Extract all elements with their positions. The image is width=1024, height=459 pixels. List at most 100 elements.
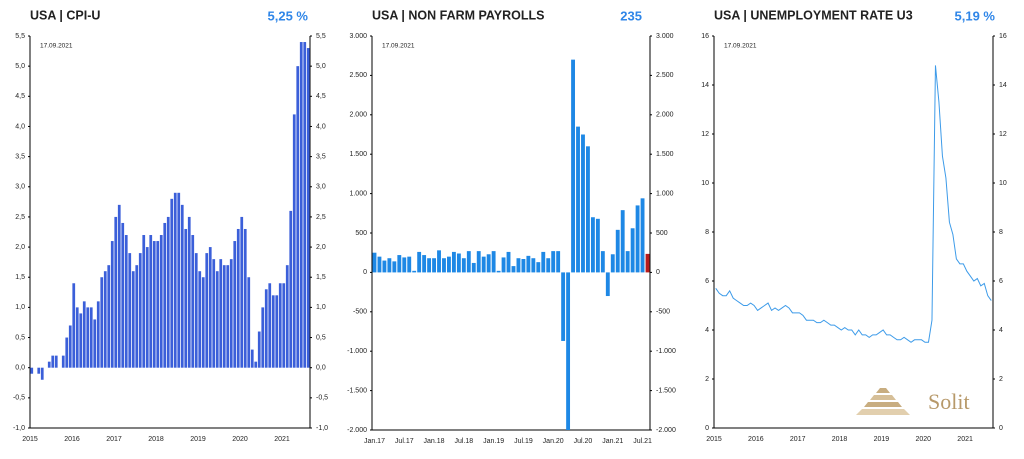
y-tick-label: 6 — [705, 278, 709, 285]
bar — [640, 198, 645, 273]
y-tick-label: 5,0 — [15, 63, 25, 70]
bar — [605, 272, 610, 297]
bar — [166, 216, 170, 368]
x-tick-label: 2021 — [274, 436, 290, 443]
y2-tick-label: 5,0 — [316, 63, 326, 70]
bar — [37, 367, 41, 374]
y-tick-label: 2.000 — [349, 112, 367, 119]
bar — [285, 265, 289, 368]
y-tick-label: 2.500 — [349, 72, 367, 79]
bar — [275, 295, 279, 368]
bar — [461, 258, 466, 273]
bar — [208, 247, 212, 368]
bar — [556, 251, 561, 273]
bar — [226, 265, 230, 368]
bar — [135, 265, 139, 368]
bar — [261, 307, 265, 368]
bar — [198, 271, 202, 368]
bar — [159, 235, 163, 368]
bar — [571, 59, 575, 273]
bar — [387, 258, 392, 273]
y-tick-label: 4 — [705, 327, 709, 334]
y-tick-label: 2,5 — [15, 214, 25, 221]
y-tick-label: 1,0 — [15, 304, 25, 311]
headline-value: 5,19 % — [955, 8, 996, 23]
y2-tick-label: 2.000 — [656, 112, 674, 119]
bar — [531, 258, 536, 273]
y2-tick-label: 0 — [999, 425, 1003, 432]
bar — [229, 259, 233, 368]
bar — [590, 217, 595, 273]
bar — [417, 251, 422, 273]
y2-tick-label: 0,0 — [316, 365, 326, 372]
bar — [306, 48, 310, 368]
y2-tick-label: 5,5 — [316, 33, 326, 40]
bar — [61, 355, 65, 368]
y-tick-label: -1.500 — [347, 387, 367, 394]
chart-title: USA | CPI-U — [30, 8, 100, 22]
bar — [114, 216, 118, 368]
y2-tick-label: 1.000 — [656, 190, 674, 197]
x-tick-label: Jan.18 — [424, 438, 445, 445]
bar — [471, 262, 476, 273]
y2-tick-label: 12 — [999, 131, 1007, 138]
y2-tick-label: -1.000 — [656, 348, 676, 355]
bar — [526, 255, 531, 273]
bar — [149, 235, 153, 368]
y2-tick-label: 2 — [999, 376, 1003, 383]
bar — [610, 254, 615, 273]
x-tick-label: Jan.21 — [602, 438, 623, 445]
y2-tick-label: -1,0 — [316, 425, 328, 432]
bar — [243, 228, 247, 368]
y-tick-label: 0,0 — [15, 365, 25, 372]
x-tick-label: 2015 — [22, 436, 38, 443]
bar — [194, 253, 198, 368]
bar — [54, 355, 58, 368]
bar — [412, 270, 417, 273]
bar — [128, 253, 132, 368]
date-label: 17.09.2021 — [724, 43, 757, 50]
chart-title: USA | UNEMPLOYMENT RATE U3 — [714, 8, 913, 22]
bar — [30, 367, 34, 374]
x-tick-label: 2020 — [232, 436, 248, 443]
bar — [100, 277, 104, 368]
bar — [247, 277, 251, 368]
y2-tick-label: -0,5 — [316, 395, 328, 402]
x-tick-label: Jul.21 — [633, 438, 652, 445]
bar — [201, 277, 205, 368]
y-tick-label: 0 — [705, 425, 709, 432]
y-tick-label: -500 — [353, 309, 367, 316]
bar — [292, 114, 296, 368]
y-tick-label: 500 — [355, 230, 367, 237]
bar — [278, 283, 282, 368]
bar — [407, 256, 412, 273]
bar — [541, 251, 546, 273]
bar — [432, 258, 436, 273]
y2-tick-label: -2.000 — [656, 427, 676, 434]
bar — [107, 265, 111, 368]
date-label: 17.09.2021 — [382, 43, 415, 50]
bar — [215, 271, 219, 368]
bar — [516, 258, 521, 273]
bar — [576, 126, 580, 273]
bar — [422, 255, 427, 273]
y2-tick-label: 4 — [999, 327, 1003, 334]
bar — [372, 252, 377, 273]
x-tick-label: Jan.20 — [543, 438, 564, 445]
y-tick-label: 12 — [701, 131, 709, 138]
bar — [476, 251, 481, 273]
x-tick-label: 2019 — [874, 436, 890, 443]
y-tick-label: -2.000 — [347, 427, 367, 434]
bar — [630, 228, 635, 273]
x-tick-label: 2020 — [915, 436, 931, 443]
x-tick-label: 2015 — [706, 436, 722, 443]
bar — [296, 66, 300, 368]
bar — [254, 361, 258, 368]
bar — [566, 272, 571, 430]
bar — [645, 253, 650, 273]
date-label: 17.09.2021 — [40, 43, 73, 50]
bar — [233, 241, 237, 368]
bar — [402, 257, 407, 273]
y2-tick-label: 14 — [999, 82, 1007, 89]
